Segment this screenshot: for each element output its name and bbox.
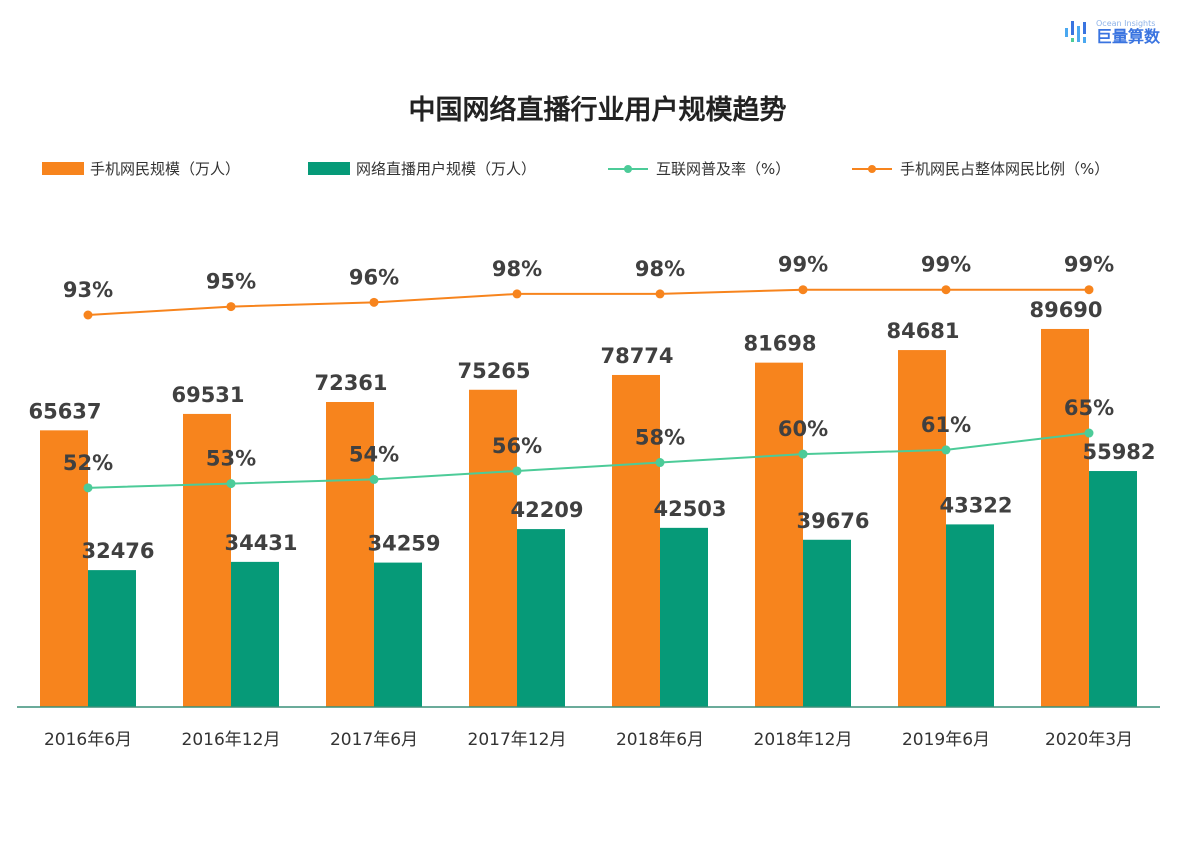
- point-penetration: [83, 483, 93, 493]
- data-label-penetration: 52%: [63, 451, 113, 475]
- point-penetration: [655, 458, 665, 468]
- data-label-live-users: 42209: [510, 498, 583, 522]
- point-mobile-ratio: [941, 285, 951, 295]
- bar-mobile-users: [326, 401, 374, 707]
- legend-swatch: [308, 162, 350, 175]
- data-label-live-users: 32476: [81, 539, 154, 563]
- point-mobile-ratio: [655, 289, 665, 299]
- data-label-live-users: 34431: [224, 531, 297, 555]
- data-label-mobile-ratio: 95%: [206, 270, 256, 294]
- point-mobile-ratio: [369, 297, 379, 307]
- data-label-penetration: 58%: [635, 426, 685, 450]
- bar-live-users: [88, 570, 136, 707]
- data-label-mobile-users: 69531: [171, 383, 244, 407]
- legend-item-penetration: 互联网普及率（%）: [608, 158, 790, 179]
- x-tick-label: 2018年6月: [616, 730, 704, 750]
- x-tick-label: 2016年6月: [44, 730, 132, 750]
- legend-item-live-users: 网络直播用户规模（万人）: [308, 158, 536, 179]
- bar-live-users: [946, 524, 994, 707]
- legend-label: 手机网民占整体网民比例（%）: [900, 160, 1110, 178]
- data-label-mobile-users: 89690: [1029, 298, 1102, 322]
- data-label-mobile-users: 78774: [600, 344, 673, 368]
- point-penetration: [226, 479, 236, 489]
- bar-mobile-users: [1041, 328, 1089, 707]
- data-label-penetration: 65%: [1064, 396, 1114, 420]
- x-tick-label: 2017年12月: [468, 730, 567, 750]
- point-mobile-ratio: [226, 302, 236, 312]
- data-label-live-users: 43322: [939, 493, 1012, 517]
- data-label-mobile-users: 75265: [457, 359, 530, 383]
- data-label-mobile-ratio: 99%: [1064, 253, 1114, 277]
- logo: Ocean Insights 巨量算数: [1063, 18, 1160, 46]
- data-label-live-users: 39676: [796, 509, 869, 533]
- data-label-mobile-users: 65637: [28, 399, 101, 423]
- bar-live-users: [660, 527, 708, 707]
- chart-title: 中国网络直播行业用户规模趋势: [408, 95, 787, 126]
- logo-title: 巨量算数: [1096, 26, 1161, 46]
- bar-mobile-users: [469, 389, 517, 707]
- x-tick-label: 2016年12月: [182, 730, 281, 750]
- data-label-live-users: 42503: [653, 497, 726, 521]
- legend-label: 手机网民规模（万人）: [90, 160, 241, 178]
- data-label-penetration: 53%: [206, 447, 256, 471]
- bar-mobile-users: [183, 413, 231, 707]
- point-penetration: [798, 449, 808, 459]
- legend-item-mobile-users: 手机网民规模（万人）: [42, 158, 240, 179]
- point-mobile-ratio: [1084, 285, 1094, 295]
- point-penetration: [941, 445, 951, 455]
- data-label-penetration: 56%: [492, 434, 542, 458]
- data-label-mobile-users: 84681: [886, 319, 959, 343]
- data-label-live-users: 55982: [1082, 440, 1155, 464]
- data-label-live-users: 34259: [367, 532, 440, 556]
- x-tick-label: 2017年6月: [330, 730, 418, 750]
- point-mobile-ratio: [83, 310, 93, 320]
- bar-live-users: [803, 539, 851, 707]
- bar-live-users: [517, 529, 565, 707]
- bar-mobile-users: [40, 430, 88, 707]
- legend-item-mobile-ratio: 手机网民占整体网民比例（%）: [852, 158, 1109, 179]
- x-tick-label: 2018年12月: [754, 730, 853, 750]
- line-mobile-ratio: [87, 288, 1089, 317]
- legend-label: 互联网普及率（%）: [656, 160, 791, 178]
- legend-line: [608, 164, 648, 173]
- data-label-penetration: 54%: [349, 442, 399, 466]
- bar-mobile-users: [898, 350, 946, 707]
- data-label-penetration: 60%: [778, 417, 828, 441]
- bar-live-users: [1089, 471, 1137, 707]
- legend-line: [852, 164, 892, 173]
- line-penetration: [87, 432, 1090, 489]
- logo-subtitle: Ocean Insights: [1096, 18, 1156, 28]
- data-label-mobile-ratio: 93%: [63, 278, 113, 302]
- x-tick-label: 2019年6月: [902, 730, 990, 750]
- bar-mobile-users: [612, 374, 660, 707]
- point-penetration: [512, 466, 522, 476]
- logo-icon: [1065, 21, 1086, 43]
- bar-live-users: [374, 562, 422, 707]
- legend-swatch: [42, 162, 84, 175]
- point-penetration: [1084, 428, 1094, 438]
- bar-mobile-users: [755, 362, 803, 707]
- data-label-mobile-ratio: 98%: [635, 257, 685, 281]
- point-mobile-ratio: [512, 289, 522, 299]
- data-label-mobile-users: 72361: [314, 371, 387, 395]
- data-label-mobile-ratio: 98%: [492, 257, 542, 281]
- bar-live-users: [231, 561, 279, 707]
- x-tick-label: 2020年3月: [1045, 730, 1133, 750]
- data-label-mobile-users: 81698: [743, 332, 816, 356]
- point-mobile-ratio: [798, 285, 808, 295]
- data-label-mobile-ratio: 99%: [778, 253, 828, 277]
- point-penetration: [369, 474, 379, 484]
- data-label-mobile-ratio: 99%: [921, 253, 971, 277]
- legend-label: 网络直播用户规模（万人）: [356, 160, 537, 178]
- data-label-penetration: 61%: [921, 413, 971, 437]
- data-label-mobile-ratio: 96%: [349, 265, 399, 289]
